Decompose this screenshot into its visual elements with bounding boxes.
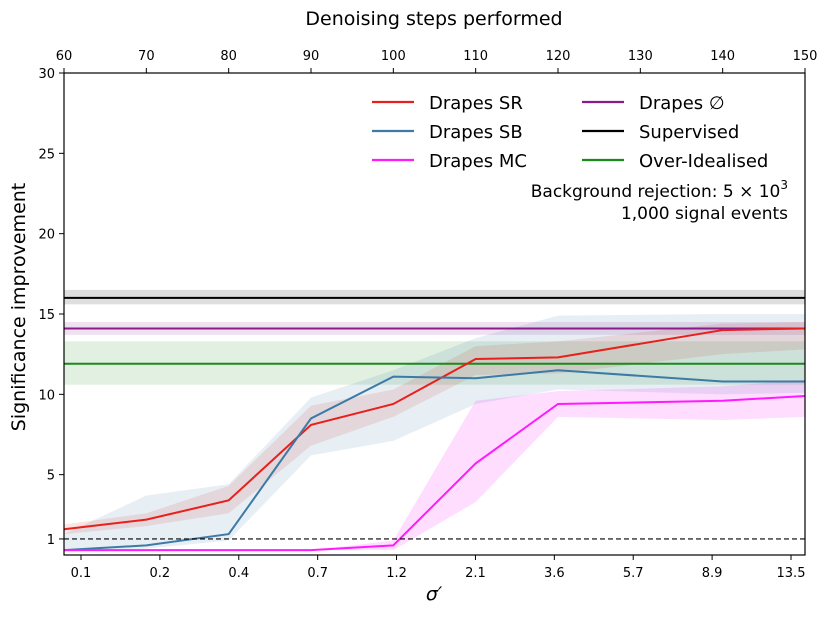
y-tick-label: 15 [38, 308, 55, 323]
band-drapes-sb [64, 314, 805, 552]
x-tick-label: 3.6 [544, 566, 565, 581]
top-tick-label: 60 [56, 49, 73, 64]
axis-ticks: 0.1 0.2 0.4 0.7 1.2 2.1 3.6 5.7 8.9 13.5 60 70 80 90 1… [38, 49, 817, 581]
x-tick-label: 2.1 [465, 566, 486, 581]
top-tick-label: 140 [710, 49, 735, 64]
top-tick-label: 120 [546, 49, 571, 64]
x-tick-label: 5.7 [623, 566, 644, 581]
x-tick-label: 1.2 [386, 566, 407, 581]
y-tick-label: 5 [47, 469, 55, 484]
y-tick-label: 30 [38, 67, 55, 82]
x-tick-label: 0.4 [228, 566, 249, 581]
x-axis-title: σ′ [426, 583, 443, 605]
x-tick-label: 0.7 [307, 566, 328, 581]
legend-label-drapes-empty: Drapes ∅ [639, 93, 725, 114]
top-tick-label: 130 [628, 49, 653, 64]
legend-label-supervised: Supervised [639, 122, 739, 143]
band-drapes-mc [64, 379, 805, 551]
y-tick-label: 25 [38, 147, 55, 162]
x-tick-label: 13.5 [777, 566, 806, 581]
legend-label-drapes-sb: Drapes SB [429, 122, 523, 143]
legend-label-over-idealised: Over-Idealised [639, 151, 768, 172]
top-tick-label: 100 [381, 49, 406, 64]
y-axis-title: Significance improvement [8, 183, 30, 431]
annotation-rejection-text: Background rejection: 5 × 10 [531, 182, 781, 202]
legend-label-drapes-sr: Drapes SR [429, 93, 523, 114]
top-tick-label: 80 [220, 49, 237, 64]
y-tick-label: 1 [47, 533, 55, 548]
y-tick-label: 20 [38, 228, 55, 243]
top-tick-label: 150 [793, 49, 818, 64]
x-tick-label: 0.1 [71, 566, 92, 581]
x-tick-label: 0.2 [150, 566, 171, 581]
legend: Drapes SR Drapes SB Drapes MC Drapes ∅ Super… [372, 93, 768, 172]
series-lines [63, 296, 806, 552]
annotation-signal-events: 1,000 signal events [621, 204, 788, 224]
top-tick-label: 90 [303, 49, 320, 64]
y-tick-label: 10 [38, 388, 55, 403]
annotation-exponent: 3 [780, 178, 788, 192]
annotation-background-rejection: Background rejection: 5 × 103 [531, 178, 788, 202]
x-tick-label: 8.9 [702, 566, 723, 581]
top-axis-title: Denoising steps performed [305, 8, 562, 30]
legend-label-drapes-mc: Drapes MC [429, 151, 527, 172]
top-tick-label: 70 [138, 49, 155, 64]
top-tick-label: 110 [463, 49, 488, 64]
